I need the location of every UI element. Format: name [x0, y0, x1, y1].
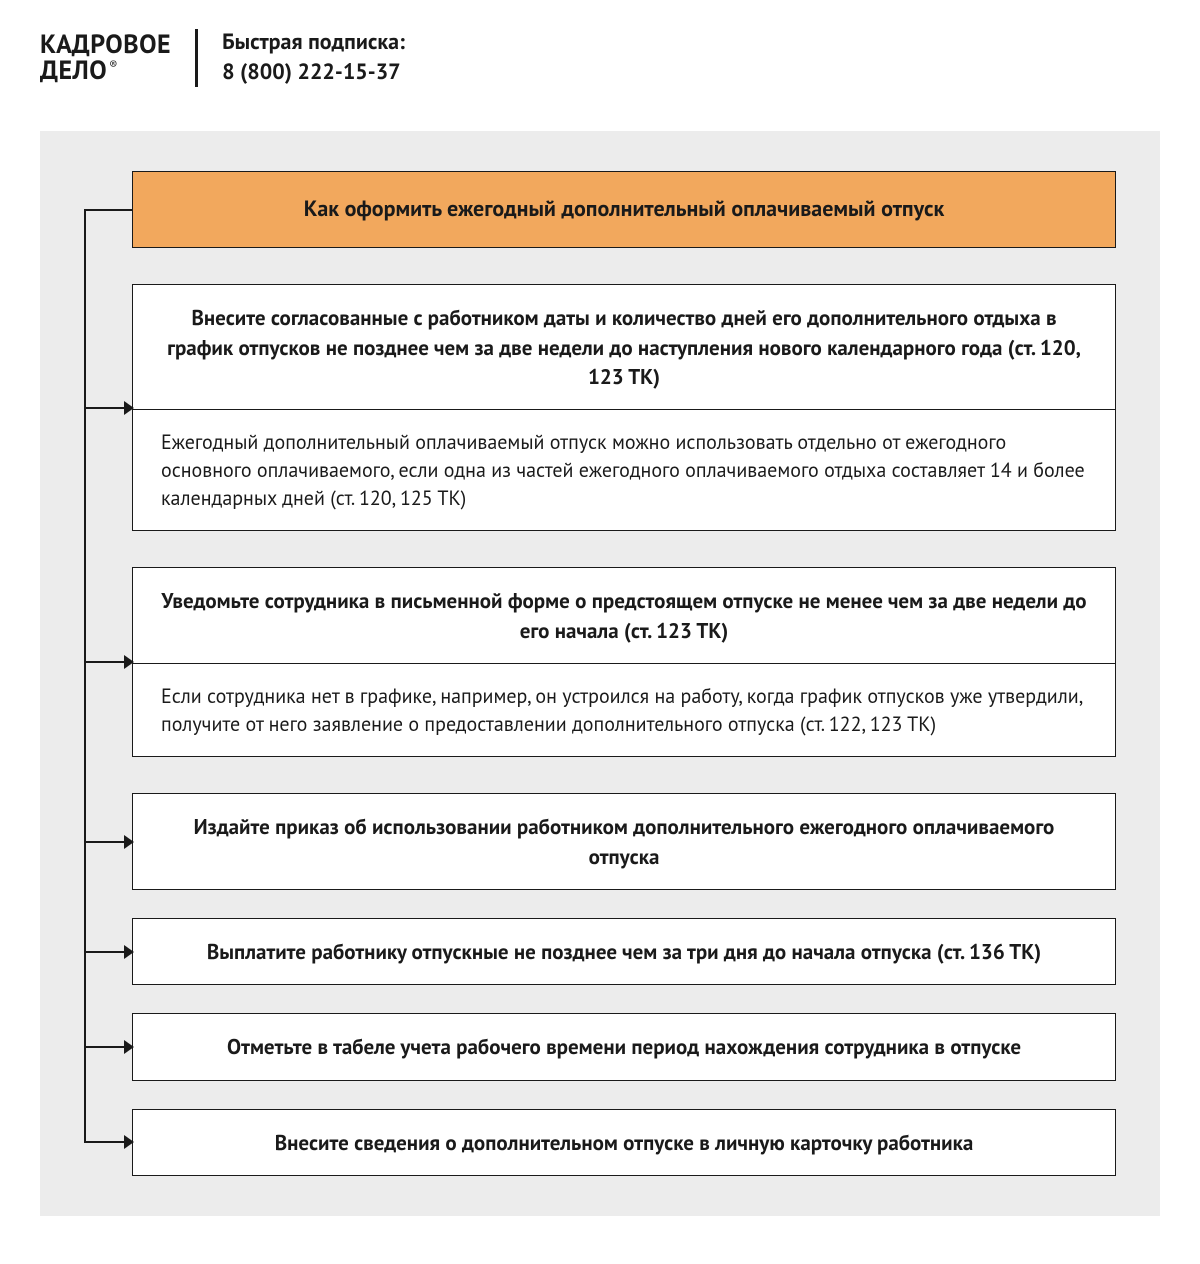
header: КАДРОВОЕ ДЕЛО® Быстрая подписка: 8 (800)…: [0, 0, 1200, 107]
flow-step-head: Уведомьте сотрудника в письменной форме …: [133, 568, 1115, 663]
arrow-icon: [124, 1040, 134, 1054]
flow-step-box: Уведомьте сотрудника в письменной форме …: [132, 567, 1116, 757]
flow-step-box: Внесите согласованные с работником даты …: [132, 284, 1116, 531]
arrow-icon: [124, 835, 134, 849]
flow-step-head: Внесите сведения о дополнительном отпуск…: [133, 1110, 1115, 1175]
flow-step-head: Выплатите работнику отпускные не позднее…: [133, 919, 1115, 984]
arrow-icon: [124, 945, 134, 959]
arrow-icon: [124, 655, 134, 669]
flow-step-row: Внесите согласованные с работником даты …: [84, 284, 1116, 531]
flow-step-row: Выплатите работнику отпускные не позднее…: [84, 918, 1116, 985]
connector: [84, 793, 132, 890]
logo: КАДРОВОЕ ДЕЛО®: [40, 32, 171, 84]
divider: [195, 29, 198, 87]
connector: [84, 1013, 132, 1080]
logo-reg: ®: [109, 58, 118, 73]
subscribe-phone: 8 (800) 222-15-37: [222, 58, 405, 88]
flow-step-row: Уведомьте сотрудника в письменной форме …: [84, 567, 1116, 757]
connector: [84, 1109, 132, 1176]
diagram-container: Как оформить ежегодный дополнительный оп…: [40, 131, 1160, 1216]
flow-step-head: Отметьте в табеле учета рабочего времени…: [133, 1014, 1115, 1079]
flow-step-row: Внесите сведения о дополнительном отпуск…: [84, 1109, 1116, 1176]
flow-step-row: Издайте приказ об использовании работник…: [84, 793, 1116, 890]
flowchart: Как оформить ежегодный дополнительный оп…: [84, 171, 1116, 1176]
flow-step-row: Отметьте в табеле учета рабочего времени…: [84, 1013, 1116, 1080]
subscribe-label: Быстрая подписка:: [222, 28, 405, 58]
flow-step-body: Ежегодный дополнительный оплачиваемый от…: [133, 409, 1115, 530]
logo-line2: ДЕЛО®: [40, 58, 171, 84]
flow-step-body: Если сотрудника нет в графике, например,…: [133, 663, 1115, 756]
connector-line: [84, 209, 132, 211]
flow-step-box: Отметьте в табеле учета рабочего времени…: [132, 1013, 1116, 1080]
flow-spine: [84, 210, 86, 1143]
arrow-icon: [124, 401, 134, 415]
flow-step-head: Издайте приказ об использовании работник…: [133, 794, 1115, 889]
flow-title-box: Как оформить ежегодный дополнительный оп…: [132, 171, 1116, 248]
connector: [84, 284, 132, 531]
flow-step-box: Издайте приказ об использовании работник…: [132, 793, 1116, 890]
flow-step-head: Внесите согласованные с работником даты …: [133, 285, 1115, 409]
flow-step-box: Внесите сведения о дополнительном отпуск…: [132, 1109, 1116, 1176]
arrow-icon: [124, 1135, 134, 1149]
flow-title-text: Как оформить ежегодный дополнительный оп…: [133, 172, 1115, 247]
flow-title-row: Как оформить ежегодный дополнительный оп…: [84, 171, 1116, 248]
connector: [84, 567, 132, 757]
subscribe-block: Быстрая подписка: 8 (800) 222-15-37: [222, 28, 405, 87]
connector: [84, 171, 132, 248]
connector: [84, 918, 132, 985]
flow-step-box: Выплатите работнику отпускные не позднее…: [132, 918, 1116, 985]
